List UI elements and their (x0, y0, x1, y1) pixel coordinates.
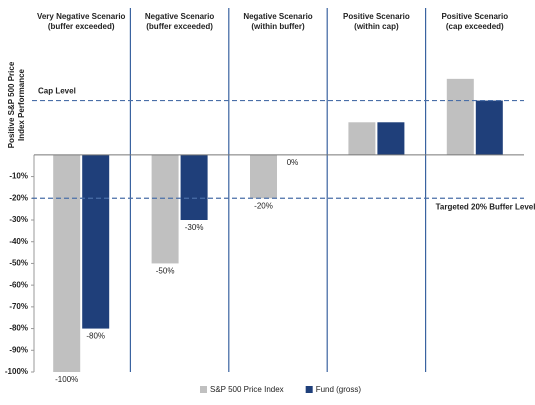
data-label: -100% (55, 375, 78, 384)
bar (475, 100, 503, 155)
category-label: Negative Scenario (243, 12, 312, 21)
y-tick-label: -10% (9, 172, 28, 181)
y-axis-title: Index Performance (17, 68, 26, 141)
category-label: (buffer exceeded) (146, 22, 213, 31)
bar (53, 154, 81, 372)
y-tick-label: -90% (9, 345, 28, 354)
y-axis-title: Positive S&P 500 Price (7, 61, 16, 148)
data-label: 0% (287, 158, 299, 167)
data-label: -20% (254, 201, 273, 210)
category-label: Negative Scenario (145, 12, 214, 21)
bar (151, 154, 179, 264)
category-label: (within buffer) (251, 22, 305, 31)
category-label: Positive Scenario (343, 12, 410, 21)
y-tick-label: -40% (9, 237, 28, 246)
reference-label: Targeted 20% Buffer Level (436, 202, 535, 211)
y-tick-label: -100% (5, 367, 28, 376)
bar (180, 154, 208, 220)
bar (82, 154, 110, 329)
category-label: (buffer exceeded) (48, 22, 115, 31)
y-tick-label: -60% (9, 280, 28, 289)
y-tick-label: -20% (9, 193, 28, 202)
data-label: -30% (185, 223, 204, 232)
category-label: Very Negative Scenario (37, 12, 126, 21)
y-tick-label: -50% (9, 259, 28, 268)
legend-swatch (200, 386, 207, 393)
category-label: (within cap) (354, 22, 399, 31)
bar (377, 122, 405, 155)
y-tick-label: -80% (9, 324, 28, 333)
y-tick-label: -70% (9, 302, 28, 311)
bar (250, 154, 277, 199)
legend-label: Fund (gross) (316, 385, 362, 394)
legend-swatch (305, 386, 313, 393)
bar (348, 122, 376, 155)
data-label: -80% (86, 332, 105, 341)
bar (446, 78, 474, 155)
legend-label: S&P 500 Price Index (210, 385, 284, 394)
reference-label: Cap Level (38, 87, 76, 96)
category-label: Positive Scenario (441, 12, 508, 21)
data-label: -50% (156, 267, 175, 276)
category-label: (cap exceeded) (446, 22, 504, 31)
y-tick-label: -30% (9, 215, 28, 224)
